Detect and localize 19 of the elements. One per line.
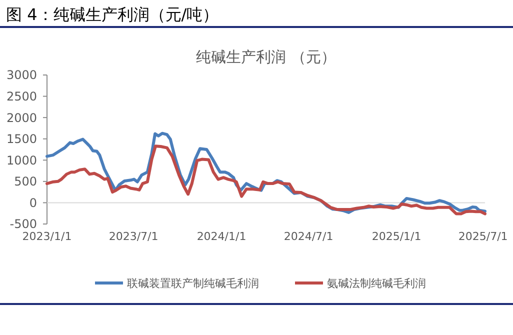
legend-label: 氨碱法制纯碱毛利润 bbox=[327, 276, 426, 290]
chart-subtitle: 纯碱生产利润 （元） bbox=[196, 48, 336, 66]
line-series bbox=[46, 144, 486, 216]
y-tick-label: 2500 bbox=[6, 89, 37, 104]
x-tick-label: 2023/1/1 bbox=[22, 230, 72, 243]
x-tick-label: 2023/7/1 bbox=[108, 230, 158, 243]
x-tick-label: 2025/1/1 bbox=[372, 230, 422, 243]
y-tick-label: 1500 bbox=[6, 132, 37, 146]
y-tick-label: 2000 bbox=[6, 110, 37, 125]
legend-label: 联碱装置联产制纯碱毛利润 bbox=[127, 276, 259, 290]
x-tick-label: 2025/7/1 bbox=[458, 230, 508, 243]
y-tick-label: 1000 bbox=[6, 153, 37, 168]
chart-title: 图 4：纯碱生产利润（元/吨） bbox=[6, 5, 219, 24]
y-tick-label: 0 bbox=[29, 196, 37, 210]
y-tick-label: 500 bbox=[14, 174, 37, 189]
x-tick-label: 2024/1/1 bbox=[196, 230, 246, 243]
y-tick-label: -500 bbox=[10, 217, 37, 232]
x-tick-label: 2024/7/1 bbox=[284, 230, 334, 243]
y-tick-label: 3000 bbox=[6, 68, 37, 82]
